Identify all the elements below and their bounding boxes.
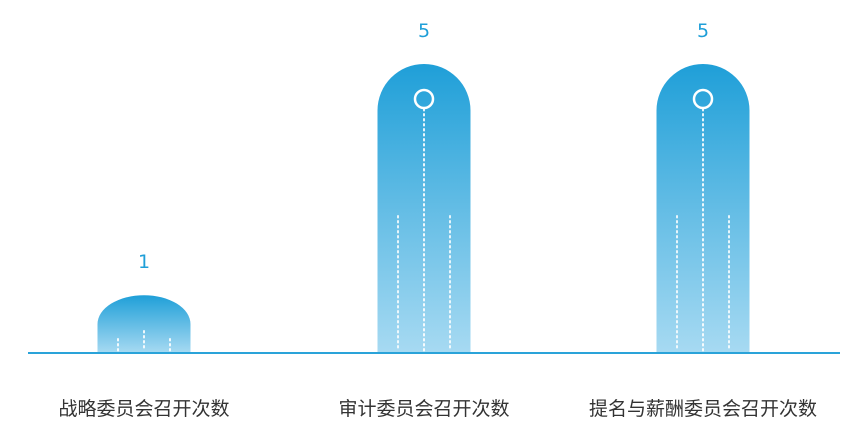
- data-label: 1: [138, 251, 150, 273]
- bar-group: [656, 63, 750, 353]
- category-label: 审计委员会召开次数: [338, 398, 509, 420]
- labels-layer: 1 战略委员会召开次数 5 审计委员会召开次数 5 提名与薪酬委员会召开次数: [58, 20, 817, 420]
- bar-group: [377, 63, 471, 353]
- category-label: 战略委员会召开次数: [58, 398, 229, 420]
- bar-decor-ring: [692, 88, 714, 110]
- data-label: 5: [418, 20, 430, 42]
- bars-layer: [97, 63, 750, 353]
- data-label: 5: [697, 20, 709, 42]
- bar: [97, 295, 191, 353]
- bar-decor-ring: [413, 88, 435, 110]
- bar-group: [97, 295, 191, 353]
- category-label: 提名与薪酬委员会召开次数: [589, 398, 817, 420]
